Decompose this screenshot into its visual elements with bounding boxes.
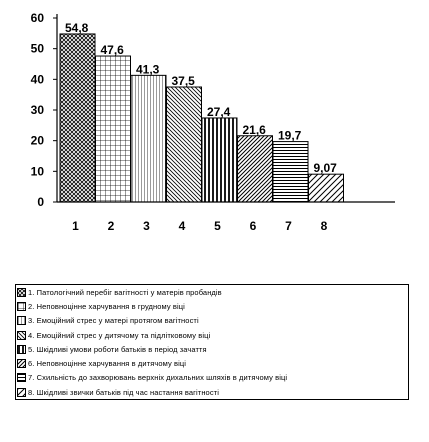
x-tick-label: 5 [214,219,221,233]
value-label-4: 37,5 [172,74,196,88]
bar-4 [166,86,202,203]
bar-1 [59,33,96,203]
x-axis: 1 2 3 4 5 6 7 8 [57,201,395,233]
legend-label: 5. Шкідливі умови роботи батьків в періо… [28,344,207,354]
value-label-7: 19,7 [278,129,302,143]
legend-swatch [17,316,26,326]
legend-swatch [17,330,26,340]
y-axis: 0 10 20 30 40 50 60 [31,11,58,209]
y-tick-label: 0 [37,195,44,209]
legend-label: 7. Схильність до захворювань верхніх дих… [28,373,288,383]
bar-6 [237,135,273,203]
legend-label: 8. Шкідливі звички батьків під час наста… [28,387,219,397]
x-tick-label: 6 [250,219,257,233]
value-label-1: 54,8 [65,21,89,35]
value-label-6: 21,6 [243,123,267,137]
legend-label: 2. Неповноцінне харчування в грудному ві… [28,301,185,311]
bar-3 [130,74,167,203]
legend-item: 5. Шкідливі умови роботи батьків в періо… [16,342,408,356]
legend-swatch [17,344,26,354]
bar-2 [95,55,131,203]
legend-item: 2. Неповноцінне харчування в грудному ві… [16,299,408,313]
legend-swatch [17,373,26,383]
legend-item: 6. Неповноцінне харчування в дитячому ві… [16,356,408,370]
bars [59,33,344,203]
legend-label: 6. Неповноцінне харчування в дитячому ві… [28,359,187,369]
x-tick-label: 1 [72,219,79,233]
value-label-5: 27,4 [207,105,231,119]
value-label-2: 47,6 [101,43,125,57]
legend-item: 3. Емоційний стрес у матері протягом ваг… [16,314,408,328]
x-tick-label: 3 [143,219,150,233]
legend-swatch [17,287,26,297]
x-tick-label: 7 [285,219,292,233]
value-labels: 54,8 47,6 41,3 37,5 27,4 21,6 19,7 9,07 [65,21,337,175]
value-label-8: 9,07 [314,161,338,175]
legend-label: 4. Емоційний стрес у дитячому та підлітк… [28,330,211,340]
legend-label: 3. Емоційний стрес у матері протягом ваг… [28,316,199,326]
x-tick-label: 2 [108,219,115,233]
bar-7 [272,141,309,203]
bar-5 [201,117,238,203]
bar-8 [308,173,344,203]
legend-swatch [17,359,26,369]
x-tick-label: 4 [179,219,186,233]
y-tick-label: 20 [31,134,45,148]
y-tick-label: 40 [31,72,45,86]
legend-list: 1. Патологічний перебіг вагітності у мат… [16,285,408,399]
legend: 1. Патологічний перебіг вагітності у мат… [15,284,409,400]
x-tick-label: 8 [321,219,328,233]
legend-item: 4. Емоційний стрес у дитячому та підлітк… [16,328,408,342]
y-tick-label: 60 [31,11,45,25]
y-tick-label: 10 [31,164,45,178]
legend-swatch [17,387,26,397]
y-tick-label: 50 [31,42,45,56]
y-tick-label: 30 [31,103,45,117]
value-label-3: 41,3 [136,62,160,76]
legend-item: 1. Патологічний перебіг вагітності у мат… [16,285,408,299]
legend-swatch [17,301,26,311]
legend-item: 8. Шкідливі звички батьків під час наста… [16,385,408,399]
legend-item: 7. Схильність до захворювань верхніх дих… [16,371,408,385]
legend-label: 1. Патологічний перебіг вагітності у мат… [28,287,222,297]
